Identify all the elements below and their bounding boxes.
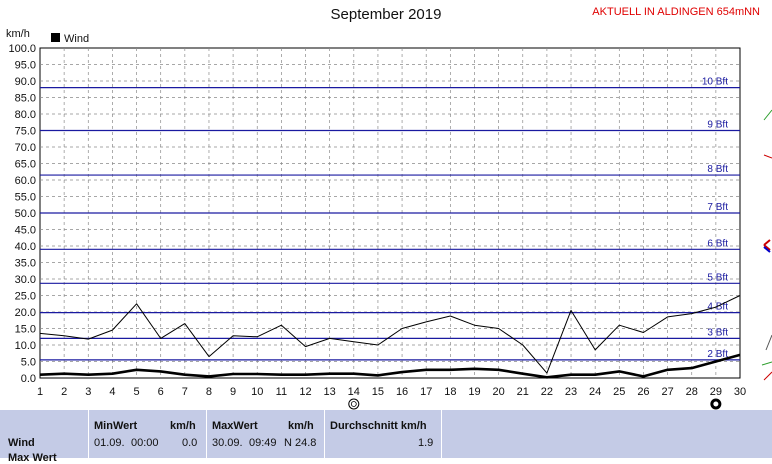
y-tick-label: 20.0 [15, 307, 36, 319]
x-tick-label: 6 [158, 386, 164, 398]
max-unit-header: km/h [288, 420, 314, 432]
x-tick-label: 22 [541, 386, 553, 398]
min-date: 01.09. [94, 437, 125, 449]
x-tick-label: 27 [661, 386, 673, 398]
x-tick-label: 28 [686, 386, 698, 398]
x-tick-label: 24 [589, 386, 601, 398]
x-tick-label: 26 [637, 386, 649, 398]
series-gust-line [39, 295, 741, 374]
beaufort-label: 6 Bft [707, 238, 728, 249]
x-tick-label: 3 [85, 386, 91, 398]
max-time: 09:49 [249, 437, 277, 449]
beaufort-label: 10 Bft [702, 77, 728, 88]
x-tick-label: 9 [230, 386, 236, 398]
beaufort-label: 2 Bft [707, 349, 728, 360]
y-tick-label: 100.0 [8, 43, 36, 55]
y-tick-label: 75.0 [15, 126, 36, 138]
x-tick-label: 14 [348, 386, 360, 398]
stats-panel: MinWert km/h MaxWert km/h Durchschnitt k… [0, 410, 772, 464]
max-value: N 24.8 [284, 437, 317, 449]
full-moon-icon-inner [713, 401, 719, 407]
y-tick-label: 35.0 [15, 258, 36, 270]
x-tick-label: 20 [492, 386, 504, 398]
avg-value: 1.9 [418, 437, 434, 449]
x-tick-label: 18 [444, 386, 456, 398]
x-tick-label: 5 [133, 386, 139, 398]
plot-area: 0.0 5.0 10.0 15.0 20.0 25.0 30.0 35.0 40.0 45.0 50… [8, 43, 746, 410]
y-tick-label: 55.0 [15, 192, 36, 204]
legend-swatch-wind [51, 33, 60, 42]
x-tick-label: 7 [182, 386, 188, 398]
beaufort-label: 3 Bft [707, 327, 728, 338]
max-header: MaxWert [212, 420, 258, 432]
x-tick-label: 23 [565, 386, 577, 398]
y-tick-label: 15.0 [15, 324, 36, 336]
wind-chart: km/h Wind 0.0 5.0 10.0 15.0 20.0 25.0 30.0 35.0… [6, 28, 746, 410]
adjacent-panel-edge [761, 109, 772, 381]
row-label-wind: Wind [8, 437, 35, 449]
x-tick-label: 25 [613, 386, 625, 398]
y-tick-label: 0.0 [21, 373, 36, 385]
beaufort-label: 5 Bft [707, 272, 728, 283]
y-tick-label: 65.0 [15, 159, 36, 171]
y-tick-label: 45.0 [15, 225, 36, 237]
y-tick-label: 5.0 [21, 357, 36, 369]
y-tick-label: 95.0 [15, 60, 36, 72]
y-tick-label: 10.0 [15, 340, 36, 352]
beaufort-label: 4 Bft [707, 302, 728, 313]
x-tick-label: 11 [276, 386, 287, 398]
x-tick-label: 16 [396, 386, 408, 398]
y-tick-label: 70.0 [15, 142, 36, 154]
min-header: MinWert [94, 420, 138, 432]
beaufort-label: 9 Bft [707, 120, 728, 131]
x-tick-label: 21 [517, 386, 529, 398]
x-tick-label: 8 [206, 386, 212, 398]
x-tick-label: 17 [420, 386, 432, 398]
legend-label-wind: Wind [64, 33, 89, 45]
new-moon-icon [348, 398, 360, 410]
legend: Wind [51, 33, 89, 45]
x-tick-label: 10 [251, 386, 263, 398]
x-tick-label: 13 [324, 386, 336, 398]
y-tick-label: 50.0 [15, 208, 36, 220]
x-tick-label: 1 [37, 386, 43, 398]
min-unit-header: km/h [170, 420, 196, 432]
x-tick-label: 19 [468, 386, 480, 398]
y-tick-label: 90.0 [15, 76, 36, 88]
x-tick-label: 15 [372, 386, 384, 398]
beaufort-label: 8 Bft [707, 164, 728, 175]
chart-title: September 2019 [330, 6, 442, 23]
y-axis-label: km/h [6, 28, 30, 40]
x-tick-label: 4 [109, 386, 115, 398]
y-tick-label: 85.0 [15, 93, 36, 105]
y-tick-label: 30.0 [15, 274, 36, 286]
avg-header: Durchschnitt km/h [330, 420, 427, 432]
station-label: AKTUELL IN ALDINGEN 654mNN [592, 6, 760, 18]
y-tick-label: 25.0 [15, 291, 36, 303]
min-time: 00:00 [131, 437, 159, 449]
x-tick-label: 29 [710, 386, 722, 398]
x-tick-label: 12 [299, 386, 311, 398]
max-date: 30.09. [212, 437, 243, 449]
x-tick-label: 2 [61, 386, 67, 398]
x-tick-label: 30 [734, 386, 746, 398]
y-tick-label: 40.0 [15, 241, 36, 253]
beaufort-label: 7 Bft [707, 202, 728, 213]
min-value: 0.0 [182, 437, 198, 449]
series-wind-line [39, 353, 741, 379]
y-tick-label: 60.0 [15, 175, 36, 187]
row-label-partial: Max Wert [8, 452, 57, 464]
new-moon-icon-inner [350, 401, 357, 407]
y-tick-label: 80.0 [15, 109, 36, 121]
